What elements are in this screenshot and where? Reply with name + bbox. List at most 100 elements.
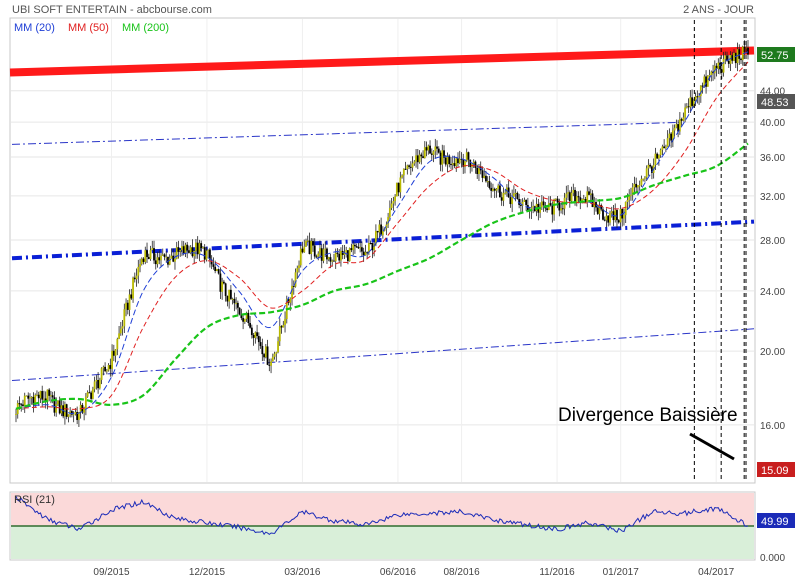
- candle-body: [188, 250, 190, 253]
- candle-body: [387, 217, 390, 225]
- candle-body: [680, 119, 683, 121]
- candle-body: [284, 319, 286, 325]
- candle-body: [558, 202, 561, 211]
- candle-body: [278, 326, 281, 342]
- candle-body: [628, 195, 631, 201]
- candle-body: [413, 161, 416, 164]
- candle-body: [268, 364, 271, 366]
- candle-body: [647, 164, 650, 169]
- candle-body: [97, 379, 100, 389]
- candle-body: [722, 58, 725, 73]
- candle-body: [430, 153, 433, 155]
- candle-body: [542, 201, 545, 206]
- candle-body: [303, 246, 306, 253]
- candle-body: [86, 392, 89, 397]
- candle-body: [195, 242, 197, 251]
- candle-body: [673, 127, 676, 131]
- candle-body: [261, 345, 264, 355]
- badge-low: [757, 462, 795, 477]
- candle-body: [116, 338, 119, 350]
- candle-body: [216, 269, 218, 271]
- candle-body: [698, 96, 700, 98]
- candle-body: [444, 157, 447, 165]
- period-label: 2 ANS - JOUR: [683, 4, 754, 16]
- candle-body: [154, 260, 157, 265]
- candle-body: [584, 198, 587, 203]
- x-tick-label: 04/2017: [698, 567, 735, 578]
- candle-body: [273, 353, 276, 357]
- candle-body: [191, 247, 194, 257]
- candle-body: [315, 256, 318, 258]
- candle-body: [327, 257, 330, 260]
- candle-body: [329, 257, 332, 262]
- candle-body: [374, 231, 377, 245]
- candle-body: [123, 309, 126, 327]
- candle-body: [95, 379, 98, 382]
- candle-body: [336, 252, 339, 254]
- candle-body: [240, 314, 243, 319]
- candle-body: [53, 397, 56, 413]
- candle-body: [457, 158, 459, 164]
- y-tick-label: 32.00: [760, 192, 785, 203]
- candle-body: [610, 211, 613, 213]
- candle-body: [596, 207, 599, 214]
- candle-body: [656, 153, 659, 159]
- candle-body: [67, 414, 70, 417]
- candle-body: [257, 336, 260, 343]
- candle-body: [595, 201, 597, 208]
- candle-body: [701, 85, 704, 87]
- candle-body: [224, 283, 227, 296]
- candle-body: [312, 241, 314, 246]
- candle-body: [355, 246, 358, 248]
- candle-body: [291, 285, 293, 299]
- candle-body: [617, 220, 620, 223]
- candle-body: [582, 198, 585, 200]
- candle-body: [44, 398, 47, 402]
- candle-body: [310, 241, 313, 254]
- candle-body: [343, 252, 346, 255]
- candle-body: [474, 161, 477, 168]
- candle-body: [147, 257, 150, 260]
- x-tick-label: 09/2015: [93, 567, 130, 578]
- badge-last-value: 48.53: [761, 97, 789, 109]
- candle-body: [429, 145, 431, 154]
- candle-body: [20, 404, 23, 406]
- candle-body: [644, 177, 646, 179]
- candle-body: [361, 247, 363, 252]
- rsi-badge-value: 49.99: [761, 516, 789, 528]
- candle-body: [256, 332, 258, 337]
- candle-body: [733, 52, 735, 61]
- candle-body: [399, 177, 402, 193]
- candle-body: [156, 257, 159, 265]
- candle-body: [567, 192, 569, 194]
- candle-body: [481, 170, 484, 178]
- x-tick-label: 01/2017: [603, 567, 640, 578]
- candle-body: [130, 294, 133, 299]
- candle-body: [161, 254, 164, 256]
- candle-body: [149, 250, 152, 260]
- candle-body: [506, 187, 508, 193]
- candle-body: [605, 215, 608, 221]
- candle-body: [139, 264, 141, 267]
- candle-body: [640, 178, 643, 186]
- trendline-support: [11, 219, 755, 261]
- candle-body: [226, 295, 229, 302]
- candle-body: [247, 312, 250, 324]
- candle-body: [630, 194, 632, 196]
- x-tick-label: 03/2016: [284, 567, 321, 578]
- candle-body: [708, 75, 711, 77]
- candle-body: [57, 400, 59, 405]
- candle-body: [29, 397, 31, 399]
- candle-body: [572, 189, 575, 193]
- candle-body: [271, 356, 274, 362]
- candle-body: [734, 52, 737, 64]
- candle-body: [514, 192, 517, 194]
- candle-body: [575, 196, 578, 203]
- candle-body: [91, 389, 94, 399]
- candle-body: [726, 55, 728, 61]
- candle-body: [664, 146, 667, 149]
- candle-body: [140, 258, 143, 265]
- candle-body: [289, 298, 292, 303]
- candle-body: [71, 411, 73, 415]
- candle-body: [588, 191, 590, 195]
